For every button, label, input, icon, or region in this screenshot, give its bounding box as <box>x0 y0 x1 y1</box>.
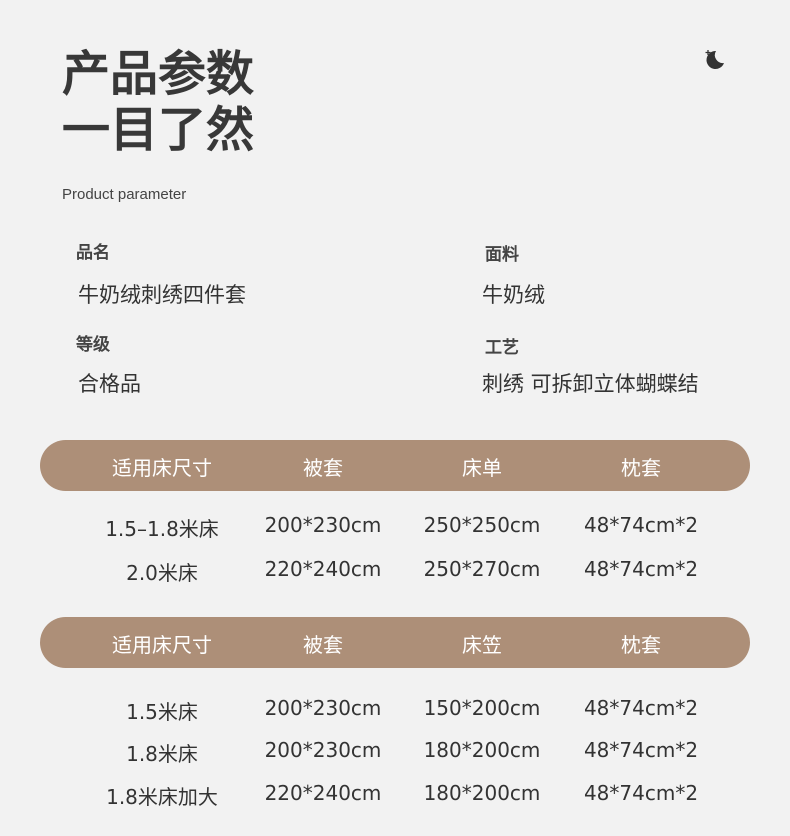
spec-label-name: 品名 <box>76 243 110 263</box>
table-header-bar: 适用床尺寸 被套 床单 枕套 <box>40 440 750 491</box>
table-header-bar: 适用床尺寸 被套 床笠 枕套 <box>40 617 750 668</box>
table-cell: 250*270cm <box>423 557 541 581</box>
table-cell: 200*230cm <box>264 513 382 537</box>
table-header-cell: 床单 <box>462 456 502 480</box>
spec-value-name: 牛奶绒刺绣四件套 <box>78 283 246 307</box>
table-cell: 1.8米床 <box>126 742 198 766</box>
table-cell: 220*240cm <box>264 557 382 581</box>
moon-stars-icon <box>705 50 724 69</box>
table-cell: 48*74cm*2 <box>583 781 699 805</box>
spec-value-craft: 刺绣 可拆卸立体蝴蝶结 <box>482 372 699 396</box>
spec-value-grade: 合格品 <box>78 372 141 396</box>
table-cell: 48*74cm*2 <box>583 738 699 762</box>
table-cell: 150*200cm <box>423 696 541 720</box>
table-cell: 250*250cm <box>423 513 541 537</box>
page-title-line-2: 一目了然 <box>62 102 255 158</box>
table-cell: 1.5米床 <box>126 700 198 724</box>
table-header-cell: 适用床尺寸 <box>112 456 212 480</box>
table-header-cell: 被套 <box>303 456 343 480</box>
table-header-cell: 被套 <box>303 633 343 657</box>
spec-label-craft: 工艺 <box>485 338 519 358</box>
table-cell: 180*200cm <box>423 781 541 805</box>
table-cell: 2.0米床 <box>126 561 198 585</box>
table-cell: 220*240cm <box>264 781 382 805</box>
page-title-line-1: 产品参数 <box>62 46 255 102</box>
table-cell: 1.5–1.8米床 <box>105 517 219 541</box>
page-subtitle: Product parameter <box>62 186 187 203</box>
table-cell: 48*74cm*2 <box>583 513 699 537</box>
table-header-cell: 枕套 <box>621 633 661 657</box>
spec-label-fabric: 面料 <box>485 245 519 265</box>
table-header-cell: 床笠 <box>462 633 502 657</box>
table-cell: 48*74cm*2 <box>583 557 699 581</box>
table-cell: 1.8米床加大 <box>106 785 218 809</box>
spec-value-fabric: 牛奶绒 <box>482 283 545 307</box>
table-cell: 200*230cm <box>264 696 382 720</box>
table-header-cell: 适用床尺寸 <box>112 633 212 657</box>
spec-label-grade: 等级 <box>76 335 110 355</box>
table-cell: 180*200cm <box>423 738 541 762</box>
table-cell: 200*230cm <box>264 738 382 762</box>
table-header-cell: 枕套 <box>621 456 661 480</box>
table-cell: 48*74cm*2 <box>583 696 699 720</box>
